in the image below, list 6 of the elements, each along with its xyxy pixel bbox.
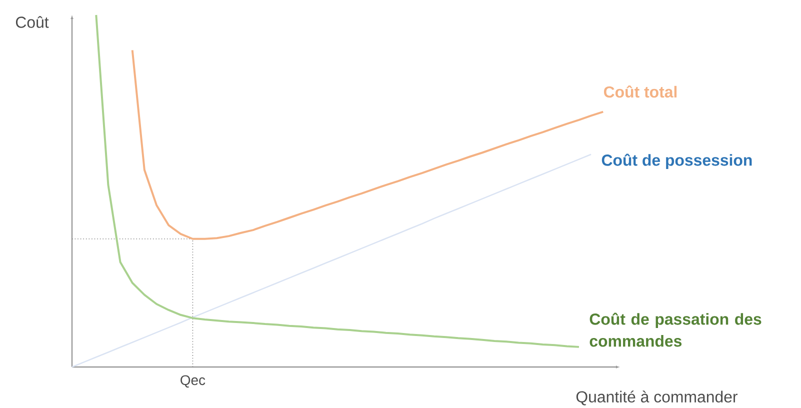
x-axis-title: Quantité à commander [576, 390, 738, 406]
series-label: Coût total [604, 86, 677, 98]
series-label: Coût de possession [602, 154, 752, 169]
text: Qec [180, 375, 206, 388]
series-label: Coût de passation des commandes [590, 312, 762, 347]
y-axis-title: Coût [16, 16, 49, 28]
